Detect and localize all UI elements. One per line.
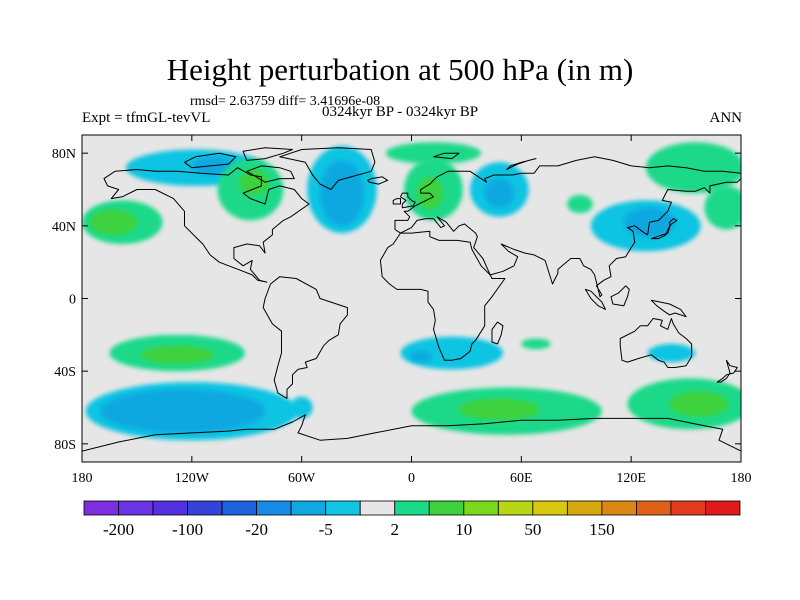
colorbar-box xyxy=(601,500,637,516)
colorbar-box xyxy=(428,500,465,516)
colorbar-label: 50 xyxy=(524,520,541,539)
anomaly-npac-pos-e xyxy=(704,185,741,230)
colorbar-box xyxy=(566,500,603,516)
anomaly-arctic-pos-e xyxy=(385,142,482,165)
anomaly-aus-pos-inner xyxy=(669,391,729,417)
anomaly-sind-pos-inner xyxy=(459,398,540,421)
coastline-new-zealand xyxy=(716,359,738,383)
coastline-antarctica xyxy=(82,414,741,452)
colorbar-label: -100 xyxy=(172,520,203,539)
coastline-ireland xyxy=(392,198,401,205)
anomaly-satl-neg-inner xyxy=(409,351,432,363)
lat-tick-label: 40S xyxy=(54,365,76,380)
anomaly-atl-neg-inner xyxy=(319,160,364,226)
colorbar-box xyxy=(394,500,430,516)
colorbar-box xyxy=(83,500,119,516)
anomaly-so-neg-inner xyxy=(100,389,266,433)
colorbar-box xyxy=(705,500,741,516)
anomaly-patag-neg xyxy=(290,396,313,419)
experiment-label: Expt = tfmGL-tevVL xyxy=(82,110,211,126)
colorbar-label: 2 xyxy=(390,520,399,539)
lon-tick-label: 120W xyxy=(175,471,210,486)
colorbar-box xyxy=(290,500,327,516)
coastlines xyxy=(82,147,741,452)
lon-tick-label: 60E xyxy=(510,471,533,486)
coastline-arctic-islands xyxy=(184,152,237,169)
anomaly-austr-neg xyxy=(647,343,696,363)
coastline-japan xyxy=(650,218,678,240)
colorbar-box xyxy=(325,500,361,516)
coastline-africa xyxy=(379,230,506,361)
anomaly-siberia-pos xyxy=(567,194,593,214)
coastline-eurasia xyxy=(394,156,741,298)
colorbar-box xyxy=(187,500,223,516)
axis-ticks: 80N 40N 0 40S 80S 180 120W 60W 0 60E 120E 180 xyxy=(52,135,752,486)
anomaly-rus-neg-inner xyxy=(484,178,515,208)
colorbar-box xyxy=(532,500,568,516)
colorbar-label: 150 xyxy=(589,520,615,539)
colorbar-label: -200 xyxy=(103,520,134,539)
coastline-ellesmere xyxy=(242,147,293,161)
lon-tick-label: 180 xyxy=(731,471,752,486)
colorbar-box xyxy=(636,500,672,516)
coastline-novaya-zemlya xyxy=(506,158,537,170)
colorbar-label: -5 xyxy=(319,520,333,539)
colorbar-box xyxy=(118,500,154,516)
coastline-baffin xyxy=(246,165,295,183)
coastline-new-guinea xyxy=(650,299,687,318)
colorbar-box xyxy=(359,500,396,516)
coastline-australia xyxy=(619,318,693,368)
lon-tick-label: 0 xyxy=(408,471,415,486)
colorbar: -200 -100 -20 -5 2 10 50 150 xyxy=(83,500,741,539)
anomaly-satl-pos-small xyxy=(521,338,551,350)
coastline-greenland xyxy=(279,147,376,190)
coastline-madagascar xyxy=(491,321,504,345)
colorbar-box xyxy=(497,500,534,516)
lat-tick-label: 80N xyxy=(52,147,76,162)
coastline-great-britain xyxy=(400,192,416,209)
coastline-iceland xyxy=(367,176,389,185)
anomaly-bering-pos xyxy=(645,142,741,194)
coastline-sumatra xyxy=(584,288,606,310)
coastline-borneo xyxy=(610,285,630,307)
colorbar-label: -20 xyxy=(245,520,268,539)
colorbar-label: 10 xyxy=(455,520,472,539)
lon-tick-label: 180 xyxy=(72,471,93,486)
lon-tick-label: 120E xyxy=(616,471,646,486)
period-label: 0324kyr BP - 0324kyr BP xyxy=(322,104,479,120)
colorbar-box xyxy=(221,500,258,516)
coastline-south-america xyxy=(262,276,348,399)
map-title: Height perturbation at 500 hPa (in m) xyxy=(166,52,634,87)
lat-tick-label: 80S xyxy=(54,438,76,453)
lat-tick-label: 40N xyxy=(52,220,76,235)
lon-tick-label: 60W xyxy=(288,471,316,486)
colorbar-box xyxy=(463,500,499,516)
anomaly-npac-pos-inner xyxy=(89,209,137,235)
lat-tick-label: 0 xyxy=(69,293,76,308)
colorbar-box xyxy=(670,500,706,516)
colorbar-box xyxy=(256,500,292,516)
coastline-svalbard xyxy=(433,152,460,160)
season-label: ANN xyxy=(709,110,743,126)
anomaly-na-pos-inner xyxy=(239,169,269,195)
colorbar-box xyxy=(152,500,188,516)
stats-label: rmsd= 2.63759 diff= 3.41696e-08 xyxy=(190,94,381,109)
anomaly-spac-pos-inner xyxy=(140,345,214,364)
